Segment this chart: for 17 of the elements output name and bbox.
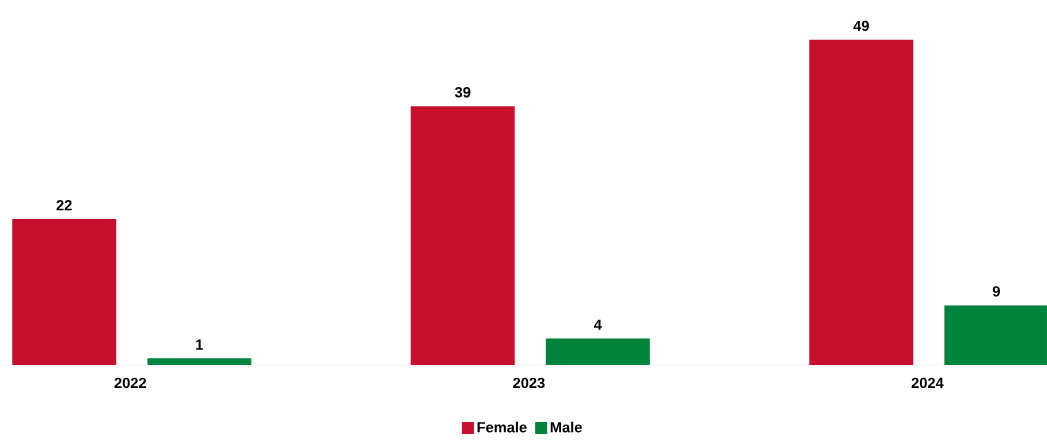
x-tick-label: 2023 (513, 377, 545, 389)
data-label: 4 (593, 319, 602, 330)
x-tick-label: 2024 (911, 377, 944, 389)
bar (545, 338, 650, 365)
bar (944, 305, 1047, 365)
x-tick-label: 2022 (114, 377, 147, 389)
data-label: 9 (992, 286, 1000, 297)
bar (12, 218, 117, 365)
data-label: 49 (853, 20, 869, 32)
bar (410, 106, 515, 365)
data-label: 22 (56, 200, 72, 211)
data-label: 39 (454, 87, 471, 98)
legend-label: Female (477, 421, 527, 433)
bar (809, 39, 914, 365)
legend-label: Male (550, 421, 582, 433)
data-label: 1 (196, 339, 203, 350)
bar (147, 358, 252, 365)
